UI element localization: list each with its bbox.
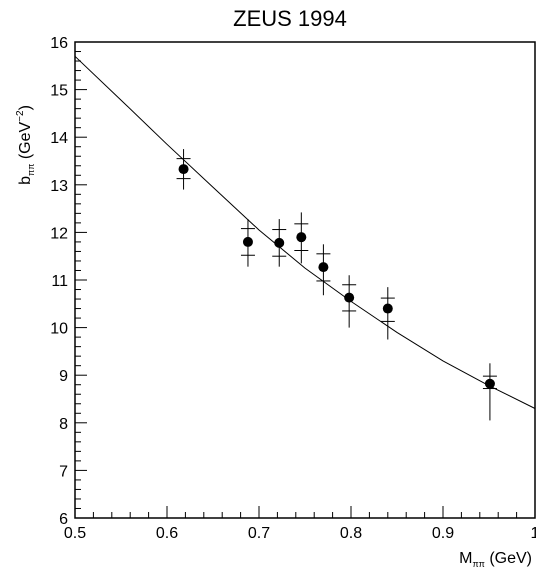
y-axis-tick-labels: 6 7 8 9 10 11 12 13 14 15 16 [50,35,68,528]
data-point [176,149,191,190]
data-marker [274,237,285,248]
y-tick-label: 9 [59,368,68,385]
y-tick-label: 12 [50,225,68,242]
plot-frame [74,41,536,519]
x-tick-label: 0.5 [64,525,86,542]
x-axis-tick-labels: 0.5 0.6 0.7 0.8 0.9 1 [64,525,536,542]
fit-curve [74,55,536,409]
data-points [176,149,497,421]
x-tick-label: 0.9 [432,525,454,542]
y-tick-label: 13 [50,178,68,195]
y-tick-label: 14 [50,130,68,147]
data-point [482,363,497,421]
y-axis-label: bππ (GeV−2) [15,105,36,185]
data-point [272,219,287,267]
y-tick-label: 16 [50,35,68,52]
data-point [316,244,331,296]
data-marker [178,164,189,175]
x-tick-label: 0.6 [156,525,178,542]
data-marker [344,292,355,303]
y-tick-label: 8 [59,416,68,433]
data-marker [382,303,393,314]
x-tick-label: 0.8 [340,525,362,542]
y-tick-label: 10 [50,321,68,338]
data-marker [484,378,495,389]
data-point [294,212,309,264]
y-tick-label: 6 [59,511,68,528]
data-marker [242,236,253,247]
x-tick-label: 1 [531,525,536,542]
data-point [240,219,255,267]
x-axis-ticks [74,506,536,518]
data-marker [318,262,329,273]
data-point [342,275,357,328]
chart-title: ZEUS 1994 [233,6,347,31]
x-tick-label: 0.7 [248,525,270,542]
data-point [380,287,395,340]
y-tick-label: 7 [59,463,68,480]
y-tick-label: 11 [51,273,68,290]
x-axis-label: Mππ (GeV) [459,550,532,569]
y-tick-label: 15 [50,83,68,100]
data-marker [296,232,307,243]
y-axis-ticks [75,41,87,519]
